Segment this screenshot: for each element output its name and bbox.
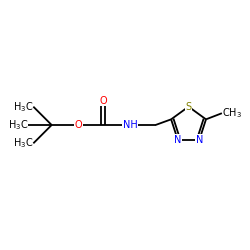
Text: N: N [174, 135, 182, 145]
Text: N: N [196, 135, 203, 145]
Text: O: O [75, 120, 82, 130]
Text: O: O [99, 96, 107, 106]
Text: H$_3$C: H$_3$C [8, 118, 28, 132]
Text: CH$_3$: CH$_3$ [222, 106, 242, 120]
Text: H$_3$C: H$_3$C [13, 100, 33, 114]
Text: S: S [186, 102, 192, 112]
Text: H$_3$C: H$_3$C [13, 136, 33, 150]
Text: NH: NH [122, 120, 137, 130]
